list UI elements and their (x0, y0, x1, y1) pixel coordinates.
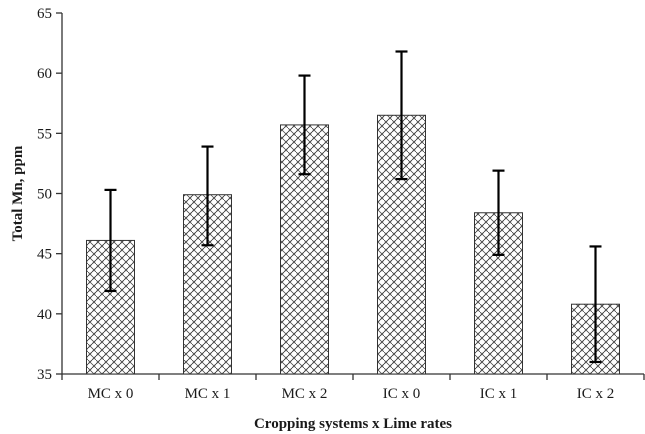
x-category-label: MC x 2 (282, 386, 328, 402)
x-category-label: MC x 0 (88, 386, 134, 402)
x-category-label: IC x 0 (383, 386, 421, 402)
x-labels-group: MC x 0 MC x 1 MC x 2 IC x 0 IC x 1 IC x 2 (61, 374, 645, 402)
y-tick-label: 55 (37, 126, 52, 142)
y-tick-label: 50 (37, 187, 52, 203)
x-category-label: IC x 1 (480, 386, 518, 402)
x-category-label: MC x 1 (185, 386, 231, 402)
axes-group (61, 13, 644, 375)
error-bars-group (104, 50, 602, 364)
x-axis-title: Cropping systems x Lime rates (254, 416, 452, 432)
bars-group (86, 114, 620, 375)
y-ticks-group: 35 40 45 50 55 60 65 (37, 6, 62, 383)
y-tick-label: 40 (37, 307, 52, 323)
y-axis-title: Total Mn, ppm (10, 145, 26, 241)
y-tick-label: 65 (37, 6, 52, 22)
y-tick-label: 45 (37, 247, 52, 263)
y-tick-label: 60 (37, 66, 52, 82)
x-category-label: IC x 2 (577, 386, 615, 402)
y-tick-label: 35 (37, 367, 52, 383)
